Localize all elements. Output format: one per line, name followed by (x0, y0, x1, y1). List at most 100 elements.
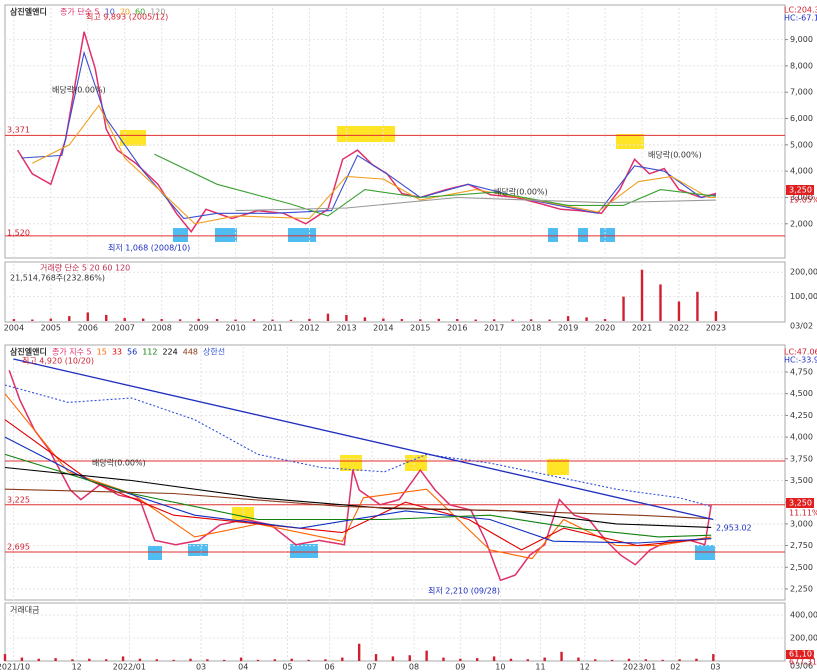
series-line (154, 153, 716, 217)
x-tick-label: 2005 (41, 324, 61, 333)
volume-bar (400, 319, 404, 321)
trend-line (13, 358, 714, 521)
x-tick-label: 2019 (558, 324, 578, 333)
volume-bar (677, 301, 681, 321)
volume-bar (252, 319, 256, 321)
panel-frame (4, 261, 786, 323)
volume-bar (548, 319, 551, 321)
volume-bar (603, 319, 607, 321)
volume-bar (529, 319, 533, 321)
x-tick-label: 03 (196, 663, 206, 672)
y-tick-label: 200,000 (790, 268, 817, 277)
x-tick-label: 2021 (632, 324, 652, 333)
x-tick-label: 11 (535, 663, 545, 672)
x-tick-label: 09 (455, 663, 465, 672)
volume-bar (273, 659, 277, 661)
volume-bar (509, 658, 513, 661)
y-tick-label: 4,000 (790, 167, 813, 176)
x-tick-label: 05 (282, 663, 292, 672)
volume-badge (786, 650, 814, 659)
y-tick-label: 8,000 (790, 61, 813, 70)
x-tick-label: 2016 (447, 324, 467, 333)
x-tick-label: 2006 (78, 324, 98, 333)
x-tick-label: 06 (325, 663, 335, 672)
volume-bar (308, 318, 311, 321)
volume-bar (627, 658, 631, 661)
legend-entry: 종가 단순 5 (60, 7, 100, 17)
volume-bar (324, 659, 327, 661)
panel-frame (4, 344, 786, 601)
volume-bar (425, 650, 428, 661)
volume-bar (141, 318, 145, 321)
volume-bar (31, 319, 34, 321)
annotation: 최고 9,893 (2005/12) (86, 12, 168, 22)
volume-bar (442, 657, 445, 661)
volume-bar (160, 319, 163, 321)
volume-bar (456, 319, 459, 321)
annotation: 3,225 (7, 496, 30, 505)
volume-bar (71, 659, 74, 661)
annotation: 3,250 (789, 186, 812, 195)
x-tick-label: 12 (72, 663, 82, 672)
volume-bar (271, 319, 274, 321)
volume-bar (3, 654, 7, 661)
legend-entry: 종가 지수 5 (52, 348, 92, 357)
x-tick-label: 2022/01 (113, 663, 146, 672)
annotation: 배당락(0.00%) (52, 85, 106, 95)
volume-bar (594, 659, 597, 661)
series-line (4, 419, 712, 551)
legend-entry: 120 (150, 8, 165, 17)
series-line (4, 466, 712, 528)
x-tick-label: 2009 (188, 324, 208, 333)
volume-bar (123, 318, 126, 321)
y-tick-label: 4,000 (790, 433, 813, 442)
annotation: 최저 2,210 (09/28) (428, 586, 500, 596)
x-tick-label: 2022 (669, 324, 689, 333)
series-line (4, 384, 712, 508)
volume-bar (104, 659, 108, 661)
volume-bar (374, 654, 378, 661)
volume-bar (189, 658, 192, 661)
x-tick-label: 12 (580, 663, 590, 672)
legend-entry: 112 (142, 348, 157, 357)
highlight (616, 134, 644, 149)
legend-entry: 20 (120, 8, 130, 17)
volume-bar (88, 658, 91, 661)
x-tick-label: 2013 (336, 324, 356, 333)
volume-bar (577, 657, 580, 661)
annotation: 2,695 (7, 543, 30, 552)
annotation: 3,250 (789, 499, 812, 508)
volume-bar (566, 316, 570, 321)
volume-bar (307, 659, 310, 661)
volume-bar (54, 658, 57, 661)
volume-bar (661, 659, 664, 661)
volume-bar (178, 319, 182, 321)
legend-entry: 224 (162, 348, 177, 357)
volume-bar (493, 319, 496, 321)
y-tick-label: 3,000 (790, 519, 813, 528)
chart-title: 삼진엘앤디 (10, 7, 47, 17)
x-tick-label: 08 (409, 663, 419, 672)
x-tick-label: 10 (495, 663, 505, 672)
volume-bar (511, 319, 514, 321)
volume-bar (610, 659, 614, 661)
y-tick-label: 4,750 (790, 367, 813, 376)
volume-bar (391, 656, 395, 661)
highlight (340, 455, 362, 471)
volume-bar (239, 657, 243, 661)
annotation: LC:204.31 (784, 6, 817, 15)
y-tick-label: 5,000 (790, 140, 813, 149)
y-tick-label: 2,500 (790, 563, 813, 572)
highlight (188, 544, 208, 556)
x-tick-label: 07 (367, 663, 377, 672)
volume-bar (622, 296, 625, 321)
x-tick-label: 2017 (484, 324, 504, 333)
volume-bar (419, 319, 422, 321)
x-tick-label: 2023/01 (623, 663, 656, 672)
volume-bar (585, 317, 588, 321)
volume-bar (341, 657, 344, 661)
volume-label: 거래량 단순 5 20 60 120 (40, 263, 130, 273)
price-badge (786, 185, 814, 195)
y-tick-label: 3,750 (790, 454, 813, 463)
